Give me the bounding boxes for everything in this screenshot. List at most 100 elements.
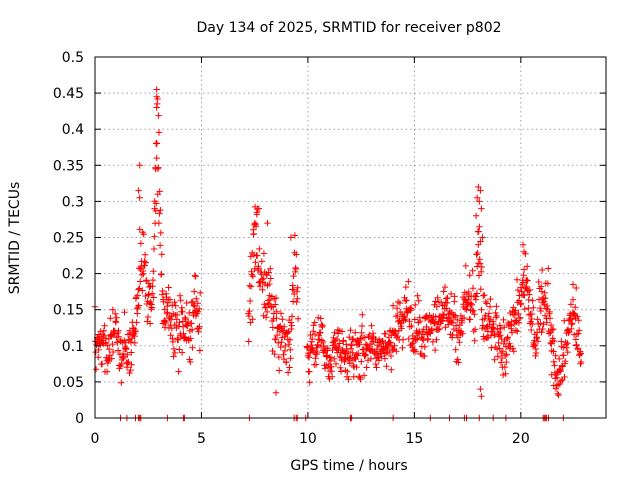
data-point xyxy=(409,339,417,347)
data-point xyxy=(541,312,549,319)
data-point xyxy=(480,292,487,299)
data-point xyxy=(379,346,386,353)
data-point xyxy=(521,305,528,313)
data-point xyxy=(284,369,292,376)
data-point xyxy=(550,348,557,355)
data-point xyxy=(252,259,259,266)
data-point xyxy=(534,316,541,323)
data-point xyxy=(547,321,555,329)
data-point xyxy=(137,240,145,247)
data-point xyxy=(477,286,484,293)
y-tick-label: 0.15 xyxy=(53,303,84,319)
data-point xyxy=(546,315,554,322)
data-point xyxy=(465,296,472,303)
data-point xyxy=(539,325,546,333)
data-point xyxy=(185,318,192,326)
y-tick-label: 0.35 xyxy=(53,158,84,174)
data-point xyxy=(389,347,396,354)
data-point xyxy=(189,344,196,351)
data-point xyxy=(136,226,143,233)
data-point xyxy=(164,309,171,316)
data-point xyxy=(156,242,164,249)
data-point xyxy=(314,342,322,349)
data-point xyxy=(156,210,163,217)
data-point xyxy=(267,275,274,282)
data-point xyxy=(460,314,468,322)
y-tick-label: 0 xyxy=(75,411,84,427)
data-point xyxy=(572,336,580,343)
data-point xyxy=(471,311,478,318)
data-point xyxy=(575,327,583,334)
data-point xyxy=(260,250,268,257)
data-point xyxy=(327,357,334,365)
data-point xyxy=(529,320,536,328)
data-point xyxy=(113,314,120,321)
chart-title: Day 134 of 2025, SRMTID for receiver p80… xyxy=(196,20,501,36)
data-point xyxy=(252,223,260,230)
data-point xyxy=(317,315,324,322)
data-point xyxy=(149,290,156,297)
data-point xyxy=(131,339,138,347)
data-point xyxy=(548,371,555,378)
data-point xyxy=(127,339,135,346)
data-point xyxy=(273,308,280,315)
data-point xyxy=(495,339,502,347)
data-point xyxy=(150,245,158,253)
data-point xyxy=(336,327,343,334)
data-point xyxy=(283,359,290,366)
data-point xyxy=(392,328,399,335)
data-point xyxy=(570,331,578,338)
data-point xyxy=(524,277,531,284)
data-point xyxy=(109,348,117,356)
data-point xyxy=(461,295,468,303)
data-point xyxy=(414,292,421,299)
data-point xyxy=(179,308,186,316)
data-point xyxy=(415,297,422,304)
grid-lines xyxy=(95,57,606,418)
data-point xyxy=(155,112,162,119)
data-point xyxy=(170,345,178,353)
data-point xyxy=(502,352,509,359)
data-point xyxy=(431,346,439,354)
data-point xyxy=(112,319,120,326)
data-point xyxy=(473,251,480,258)
data-point xyxy=(519,241,527,248)
data-point xyxy=(501,363,509,371)
data-point xyxy=(394,312,401,320)
data-point xyxy=(502,370,509,377)
data-point xyxy=(459,330,466,337)
data-point xyxy=(114,347,122,354)
data-point xyxy=(136,194,143,201)
data-point xyxy=(266,296,274,304)
data-point xyxy=(387,352,395,360)
data-point xyxy=(272,389,280,396)
data-point xyxy=(277,343,284,351)
data-point xyxy=(382,349,390,356)
data-point xyxy=(253,209,260,216)
data-point xyxy=(149,276,157,284)
data-point xyxy=(373,364,380,371)
data-point xyxy=(447,290,455,298)
data-point xyxy=(144,313,152,321)
data-point xyxy=(444,294,451,302)
data-point xyxy=(306,368,313,375)
data-point xyxy=(424,335,432,343)
data-point xyxy=(478,306,485,313)
data-point xyxy=(389,302,397,309)
data-point xyxy=(259,286,266,294)
data-point xyxy=(246,297,254,305)
data-point xyxy=(476,223,483,230)
data-point xyxy=(414,329,422,336)
data-point xyxy=(530,304,537,311)
data-point xyxy=(454,356,461,363)
data-point xyxy=(355,373,363,380)
data-point xyxy=(542,295,549,302)
data-point xyxy=(556,380,564,388)
data-point xyxy=(272,336,279,343)
data-point xyxy=(255,205,263,212)
data-point xyxy=(520,272,527,279)
data-point xyxy=(146,283,153,291)
data-point xyxy=(95,346,102,354)
data-point xyxy=(131,333,138,340)
data-point xyxy=(381,355,389,362)
